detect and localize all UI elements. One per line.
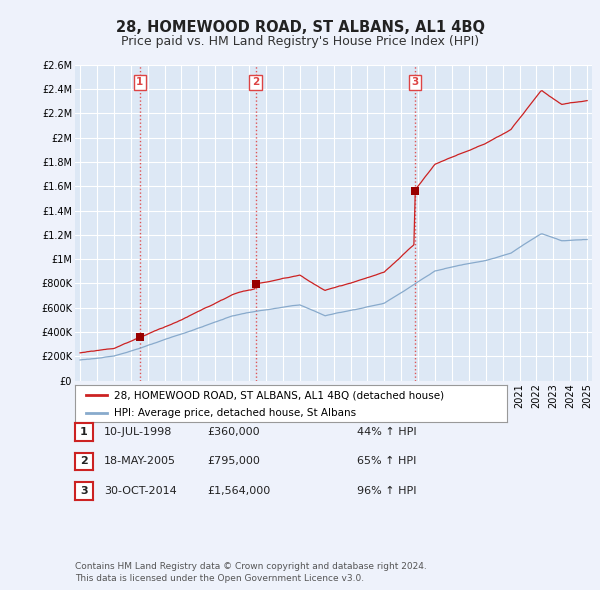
Text: HPI: Average price, detached house, St Albans: HPI: Average price, detached house, St A… [114,408,356,418]
Text: 1: 1 [136,77,143,87]
Text: Price paid vs. HM Land Registry's House Price Index (HPI): Price paid vs. HM Land Registry's House … [121,35,479,48]
Text: £795,000: £795,000 [207,457,260,466]
Text: 96% ↑ HPI: 96% ↑ HPI [357,486,416,496]
Text: 65% ↑ HPI: 65% ↑ HPI [357,457,416,466]
Text: 30-OCT-2014: 30-OCT-2014 [104,486,176,496]
Text: Contains HM Land Registry data © Crown copyright and database right 2024.
This d: Contains HM Land Registry data © Crown c… [75,562,427,583]
Text: 28, HOMEWOOD ROAD, ST ALBANS, AL1 4BQ: 28, HOMEWOOD ROAD, ST ALBANS, AL1 4BQ [115,19,485,35]
Text: 3: 3 [80,486,88,496]
Text: £1,564,000: £1,564,000 [207,486,270,496]
Text: 3: 3 [412,77,419,87]
Text: £360,000: £360,000 [207,427,260,437]
Text: 28, HOMEWOOD ROAD, ST ALBANS, AL1 4BQ (detached house): 28, HOMEWOOD ROAD, ST ALBANS, AL1 4BQ (d… [114,390,444,400]
Text: 18-MAY-2005: 18-MAY-2005 [104,457,176,466]
Text: 2: 2 [252,77,259,87]
Text: 2: 2 [80,457,88,466]
Text: 10-JUL-1998: 10-JUL-1998 [104,427,172,437]
Text: 1: 1 [80,427,88,437]
Text: 44% ↑ HPI: 44% ↑ HPI [357,427,416,437]
